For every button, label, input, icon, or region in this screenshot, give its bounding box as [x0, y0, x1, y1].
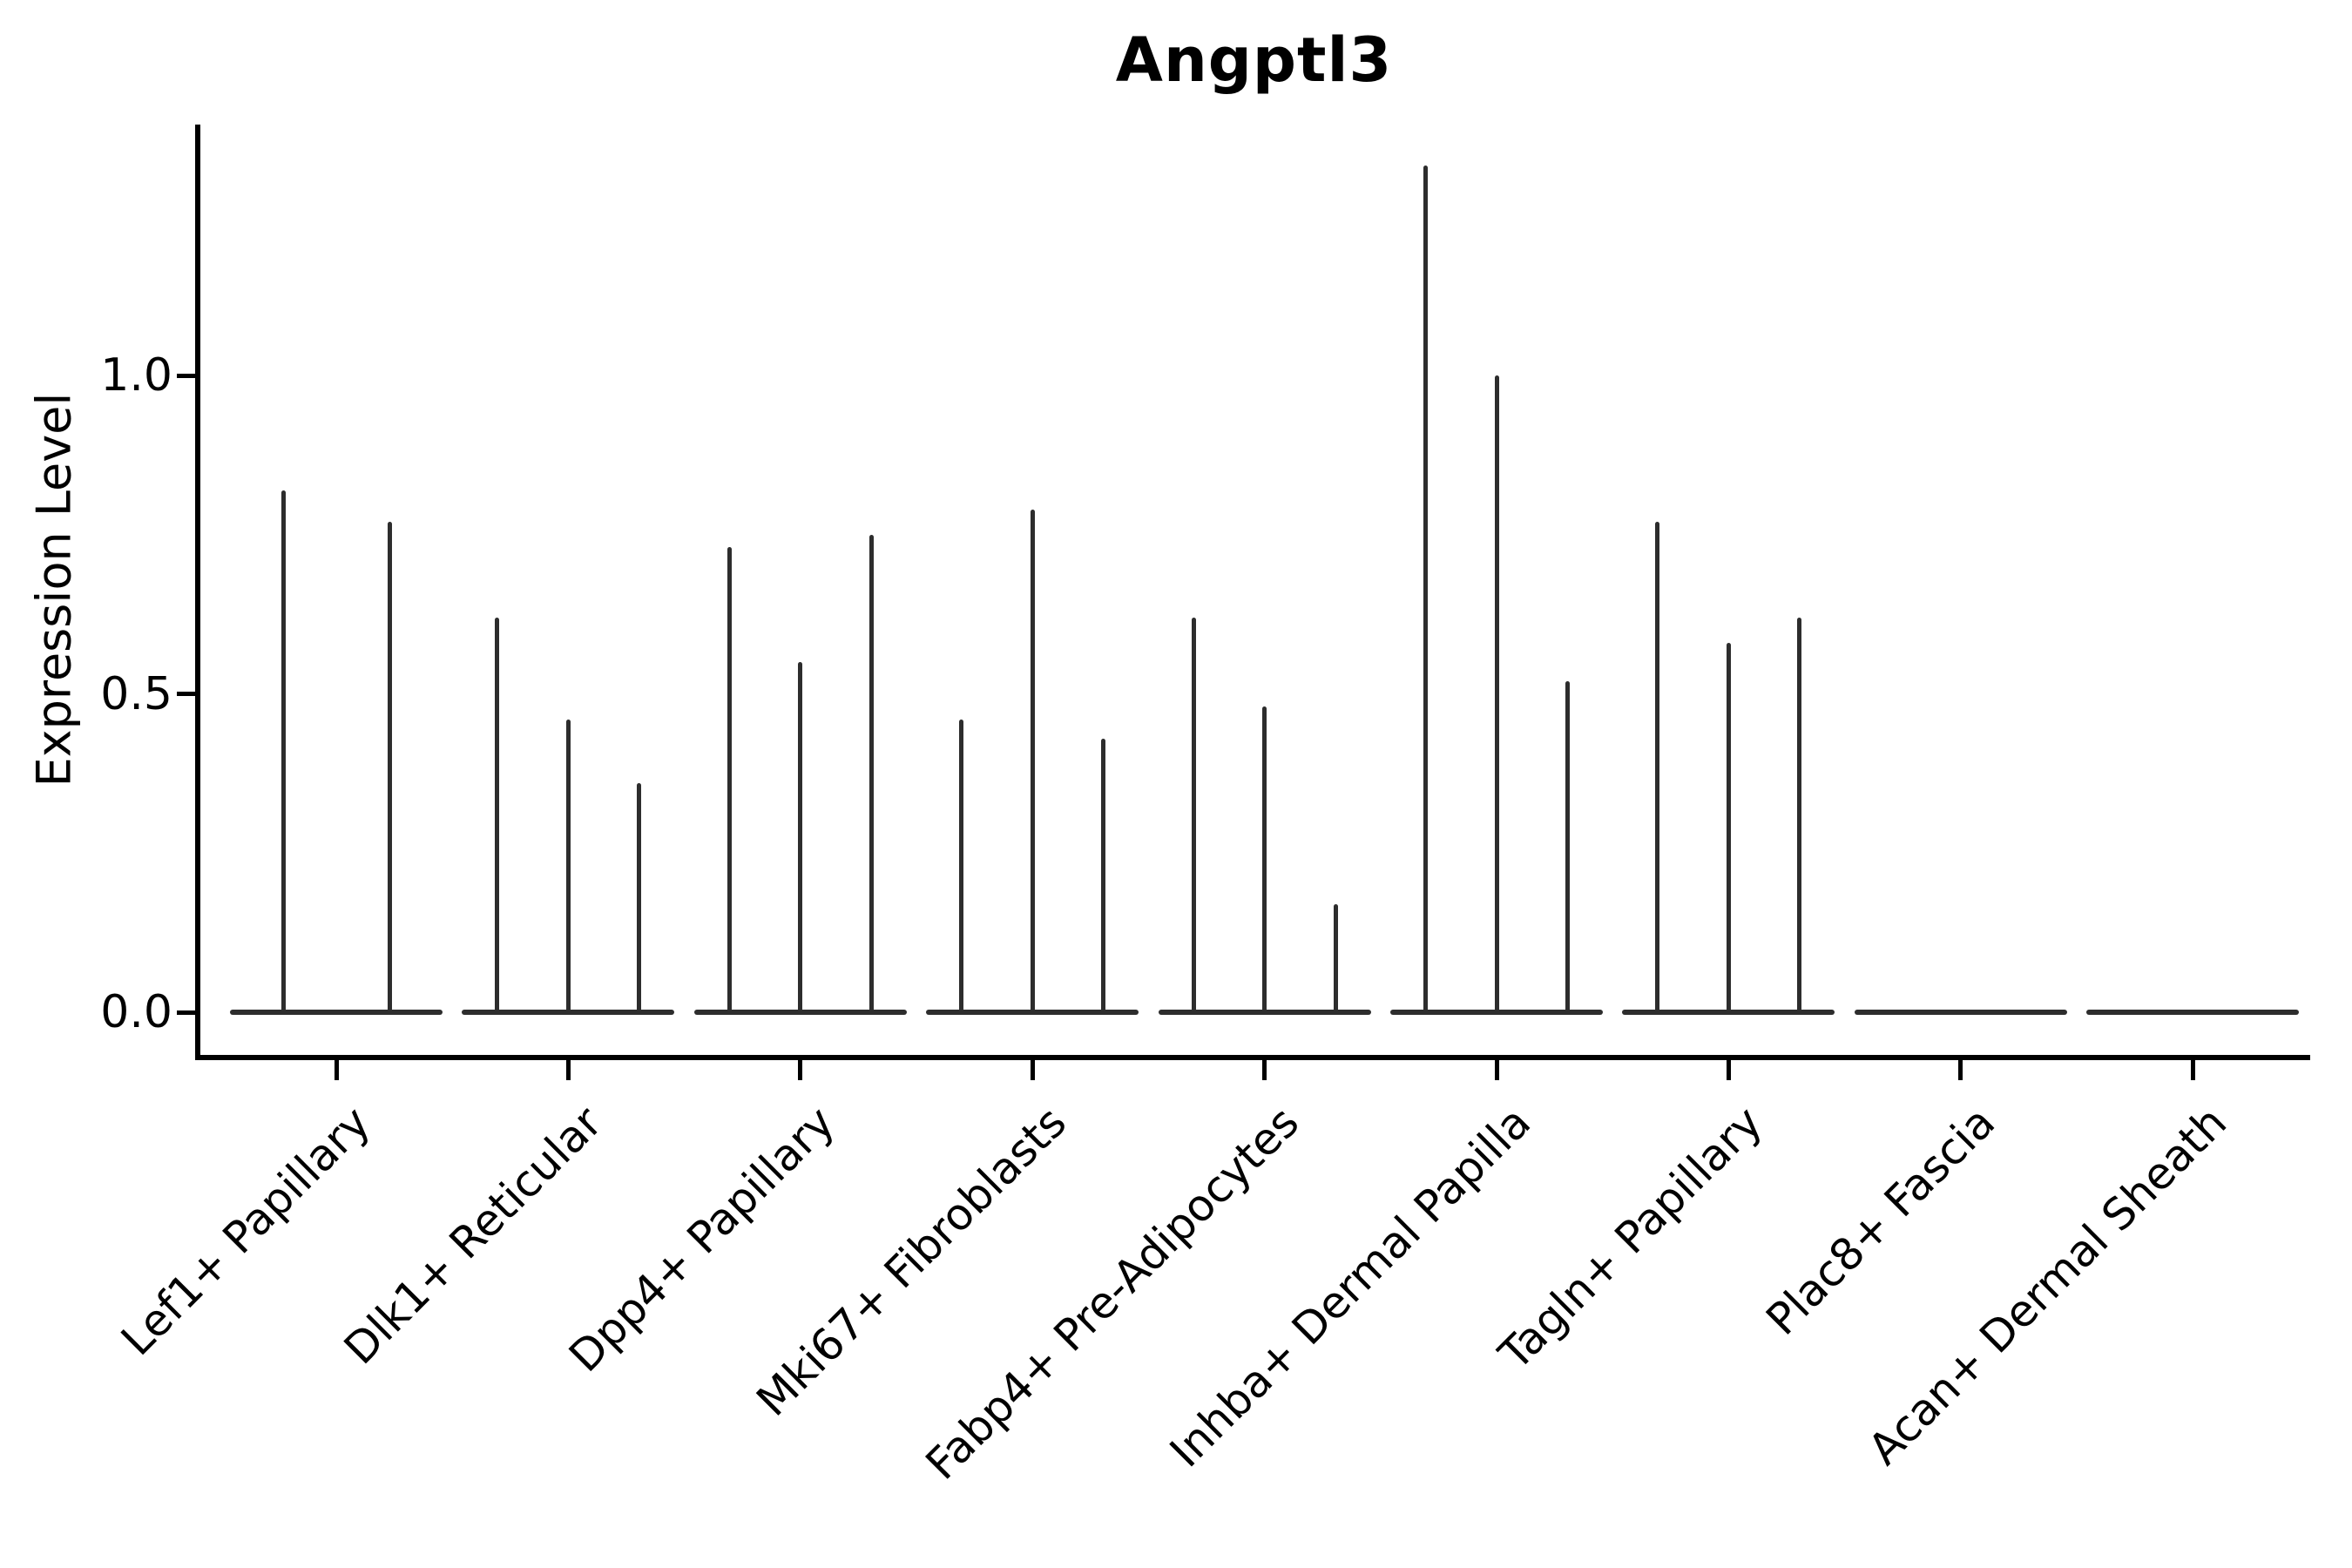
x-tick-label: Tagln+ Papillary	[1490, 1097, 1773, 1380]
x-tick	[334, 1058, 339, 1080]
x-tick-label: Dlk1+ Reticular	[335, 1097, 612, 1375]
violin-baseline	[1854, 1010, 2067, 1015]
x-tick-label: Plac8+ Fascia	[1756, 1097, 2004, 1345]
x-tick	[1262, 1058, 1267, 1080]
y-axis-label: Expression Level	[26, 392, 82, 787]
y-tick	[177, 1010, 198, 1015]
x-tick	[1030, 1058, 1035, 1080]
violin-baseline	[230, 1010, 443, 1015]
x-tick-label: Fabp4+ Pre-Adipocytes	[916, 1097, 1308, 1490]
violin-spike	[387, 522, 392, 1015]
x-tick-label: Lef1+ Papillary	[112, 1097, 381, 1366]
y-tick	[177, 373, 198, 378]
violin-spike	[1423, 165, 1428, 1015]
y-tick	[177, 692, 198, 696]
y-tick-label: 0.0	[100, 986, 172, 1038]
violin-spike	[1262, 706, 1267, 1015]
violin-spike	[727, 547, 732, 1015]
x-axis-spine	[195, 1055, 2310, 1060]
violin-spike	[280, 490, 286, 1015]
violin-spike	[1101, 738, 1106, 1015]
violin-spike	[1191, 617, 1196, 1015]
violin-baseline	[2086, 1010, 2300, 1015]
violin-spike	[798, 661, 803, 1015]
violin-spike	[1797, 617, 1802, 1015]
x-tick	[1726, 1058, 1731, 1080]
y-tick-label: 0.5	[100, 667, 172, 720]
x-tick	[1958, 1058, 1963, 1080]
violin-spike	[1655, 522, 1660, 1015]
x-tick	[565, 1058, 571, 1080]
violin-spike	[637, 782, 642, 1015]
x-tick	[798, 1058, 803, 1080]
violin-spike	[1333, 903, 1338, 1015]
violin-spike	[565, 719, 571, 1015]
x-tick	[2190, 1058, 2195, 1080]
violin-spike	[1726, 643, 1731, 1015]
violin-spike	[1565, 680, 1570, 1015]
y-tick-label: 1.0	[100, 349, 172, 402]
chart-title: Angptl3	[1115, 24, 1393, 96]
y-axis-spine	[195, 125, 200, 1060]
violin-spike	[1030, 509, 1035, 1015]
violin-spike	[495, 617, 500, 1015]
violin-spike	[959, 719, 964, 1015]
violin-spike	[1494, 375, 1499, 1015]
x-tick	[1494, 1058, 1499, 1080]
violin-spike	[868, 534, 874, 1015]
